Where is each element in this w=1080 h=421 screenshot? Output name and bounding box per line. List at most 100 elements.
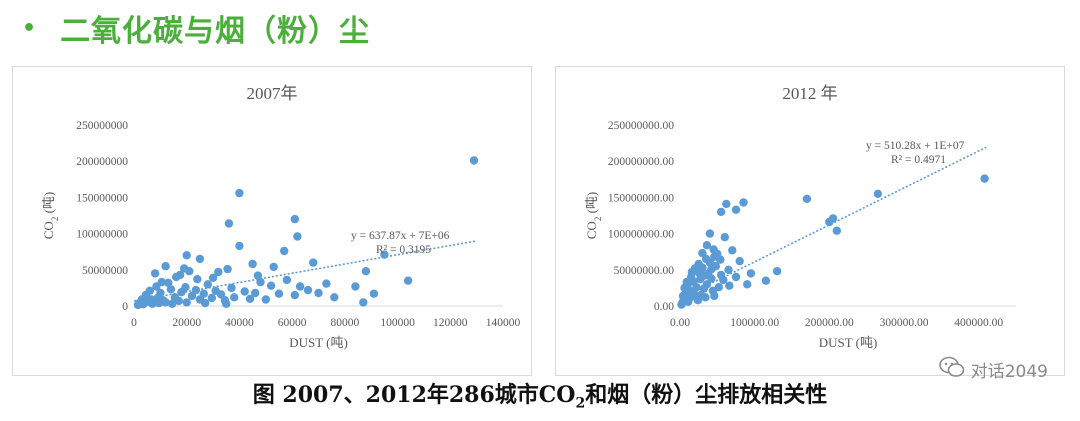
data-point (684, 297, 693, 306)
data-point (698, 263, 707, 272)
data-point (182, 251, 191, 260)
data-point (702, 241, 712, 250)
data-point (330, 293, 339, 302)
data-point (175, 270, 185, 280)
data-point (731, 272, 741, 282)
data-point (722, 199, 731, 209)
data-point (728, 246, 737, 255)
y-tick-label: 50000000.00 (614, 265, 675, 277)
y-tick-label: 200000000.00 (608, 156, 674, 168)
data-point (719, 275, 728, 285)
data-point (359, 298, 368, 307)
x-tick-label: 80000 (330, 317, 359, 329)
data-point (193, 275, 202, 284)
y-tick-label: 100000000 (76, 229, 128, 241)
x-tick-label: 60000 (278, 317, 307, 329)
data-point (191, 285, 201, 295)
data-point (164, 278, 173, 287)
heading-bullet: • (22, 15, 37, 41)
data-point (705, 258, 715, 267)
chart-2012-svg: 2012 年 0.00 50000000.00 100000000.00 1500000… (584, 84, 1016, 350)
data-point (873, 189, 883, 198)
x-tick-label: 100000 (380, 317, 415, 329)
data-point (705, 229, 715, 238)
data-point (710, 291, 719, 301)
data-point (980, 174, 989, 183)
data-point (227, 283, 236, 293)
x-tick-label: 400000.00 (954, 317, 1003, 329)
data-point (690, 289, 699, 298)
data-point (261, 295, 270, 304)
chart-2012: 2012 年 0.00 50000000.00 100000000.00 1500000… (555, 66, 1065, 376)
data-point (369, 289, 379, 298)
data-point (195, 254, 205, 264)
data-point (746, 269, 756, 278)
data-point (720, 233, 729, 242)
data-point (168, 299, 177, 308)
data-point (251, 288, 260, 298)
data-point (201, 298, 210, 308)
data-point (253, 271, 263, 280)
y-tick-label: 0.00 (654, 301, 674, 313)
data-point (687, 267, 697, 277)
watermark: 对话2049 (938, 356, 1048, 383)
caption-suffix: 和烟（粉）尘排放相关性 (585, 382, 828, 408)
data-point (725, 281, 734, 290)
slide-heading: • 二氧化碳与烟（粉）尘 (22, 6, 370, 50)
data-point (266, 281, 276, 290)
y-axis-label: CO2 (吨) (584, 192, 603, 239)
y-tick-label: 200000000 (76, 156, 128, 168)
data-point (701, 293, 710, 302)
trendline-r2: R² = 0.4971 (891, 154, 946, 166)
data-point (199, 289, 208, 298)
data-point (724, 265, 733, 274)
data-point (256, 277, 265, 287)
data-point (832, 226, 841, 235)
y-tick-label: 150000000 (76, 192, 128, 204)
data-point (802, 194, 812, 203)
y-tick-label: 50000000 (82, 265, 128, 277)
data-point (293, 232, 302, 241)
data-point (166, 285, 176, 294)
data-point (245, 294, 255, 303)
data-point (314, 288, 323, 298)
data-point (280, 246, 289, 256)
data-point (702, 280, 712, 289)
trendline-equation: y = 510.28x + 1E+07 (866, 140, 965, 152)
chart-2007: 2007年 0 50000000 100000000 150000000 20000000… (12, 66, 532, 376)
x-tick-label: 0 (131, 317, 137, 329)
data-point (707, 264, 716, 274)
data-point (223, 264, 232, 274)
data-point (248, 259, 257, 269)
data-point (739, 198, 748, 207)
data-point (240, 287, 249, 296)
data-point (735, 256, 744, 266)
y-tick-label: 250000000.00 (608, 120, 674, 132)
data-point (677, 300, 686, 309)
x-axis-label: DUST (吨) (819, 335, 878, 350)
trendline (679, 146, 987, 300)
data-point (181, 283, 190, 292)
data-point (214, 267, 223, 277)
caption-subscript: 2 (575, 395, 586, 412)
caption-prefix: 图 2007、2012年286城市CO (252, 382, 576, 408)
data-point (700, 271, 709, 280)
x-tick-label: 100000.00 (730, 317, 779, 329)
data-point (825, 217, 834, 227)
data-point (772, 267, 782, 276)
data-point (282, 275, 292, 285)
data-point (230, 293, 239, 302)
y-tick-label: 250000000 (76, 120, 128, 132)
data-point (139, 300, 148, 309)
chart-title: 2012 年 (782, 84, 837, 103)
data-point (290, 214, 299, 224)
wechat-icon (938, 356, 965, 383)
data-point (682, 277, 691, 287)
data-point (714, 283, 723, 292)
chart-2007-svg: 2007年 0 50000000 100000000 150000000 20000000… (41, 84, 521, 350)
data-point (179, 264, 189, 273)
x-axis-label: DUST (吨) (289, 335, 348, 350)
y-axis-label: CO2 (吨) (41, 192, 60, 239)
data-point (182, 298, 191, 307)
data-point (154, 298, 164, 308)
